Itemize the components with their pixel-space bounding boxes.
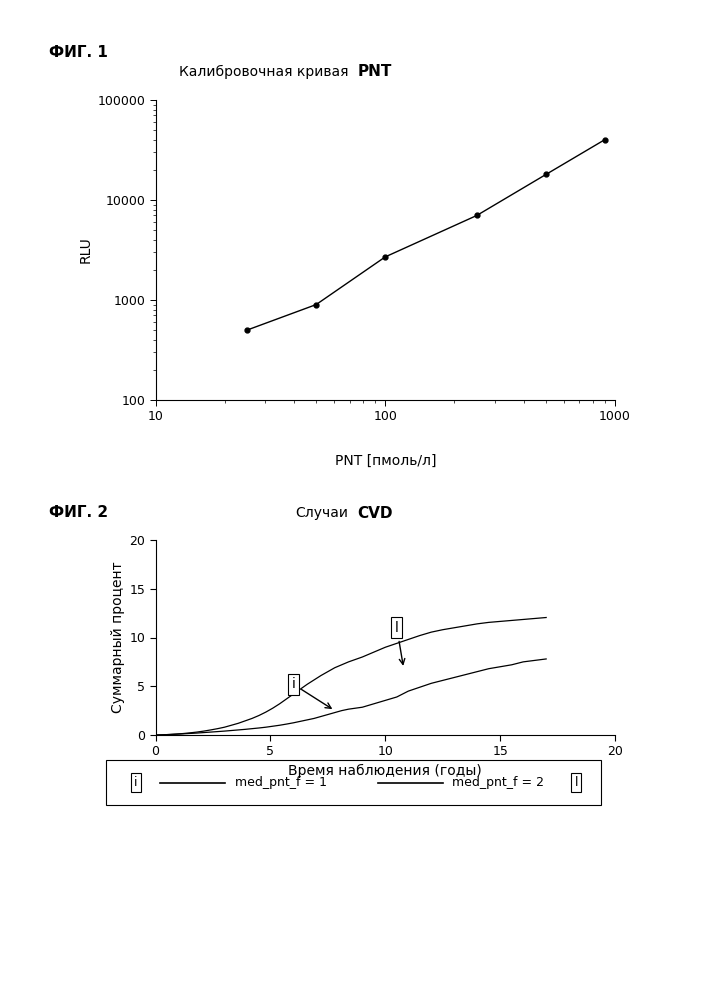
X-axis label: Время наблюдения (годы): Время наблюдения (годы) [288,764,482,778]
Text: med_pnt_f = 2: med_pnt_f = 2 [452,776,544,789]
Text: i: i [134,776,137,789]
Text: CVD: CVD [358,506,393,520]
Text: l: l [395,621,405,664]
Text: PNT: PNT [358,64,392,79]
Text: PNT [пмоль/л]: PNT [пмоль/л] [334,454,436,468]
Y-axis label: Суммарный процент: Суммарный процент [111,562,125,713]
Text: Калибровочная кривая: Калибровочная кривая [179,65,349,79]
Text: med_pnt_f = 1: med_pnt_f = 1 [235,776,327,789]
Text: l: l [575,776,578,789]
Text: ФИГ. 1: ФИГ. 1 [49,45,108,60]
Text: ФИГ. 2: ФИГ. 2 [49,505,109,520]
Text: Случаи: Случаи [296,506,349,520]
Text: i: i [291,677,331,708]
Y-axis label: RLU: RLU [79,237,93,263]
